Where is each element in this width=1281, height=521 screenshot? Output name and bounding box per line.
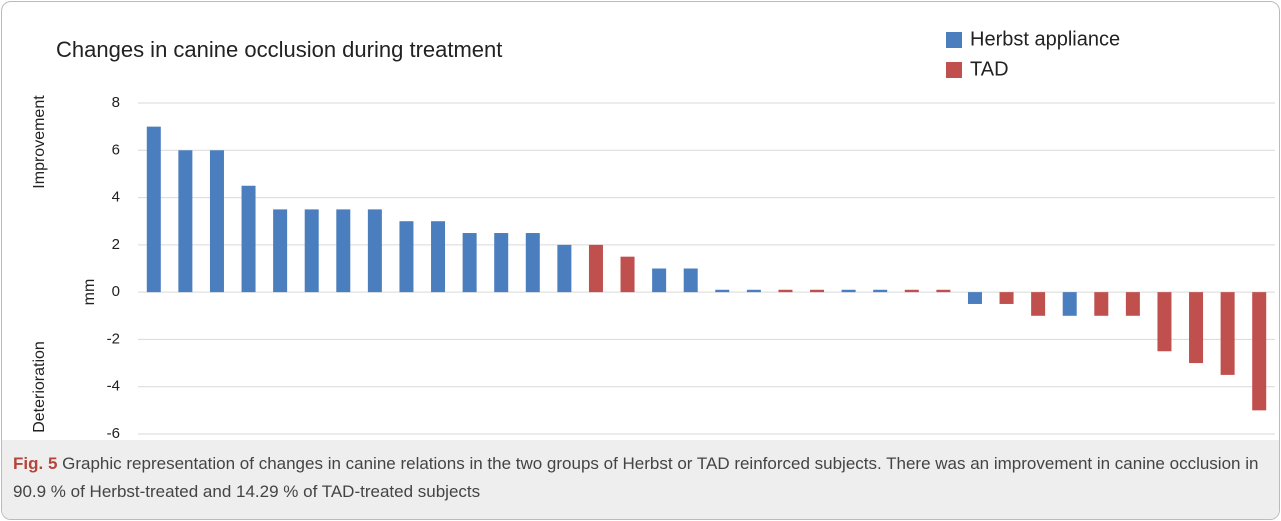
- bar: [494, 233, 509, 293]
- bar: [1252, 292, 1267, 411]
- legend-label: TAD: [970, 58, 1009, 80]
- y-tick-label: 4: [112, 189, 120, 206]
- bar: [557, 244, 572, 293]
- bar: [778, 289, 793, 293]
- bar: [810, 289, 825, 293]
- y-tick-label: -2: [107, 330, 120, 347]
- bar: [1062, 292, 1077, 316]
- legend-swatch: [946, 32, 962, 48]
- bar: [999, 292, 1014, 304]
- bar: [1031, 292, 1046, 316]
- y-tick-label: -4: [107, 378, 120, 395]
- bar: [715, 289, 730, 293]
- y-tick-label: 0: [112, 283, 120, 300]
- bar: [841, 289, 856, 293]
- bar: [873, 289, 888, 293]
- bar: [967, 292, 982, 304]
- bar: [273, 209, 288, 293]
- bar: [178, 150, 193, 293]
- y-tick-label: -6: [107, 425, 120, 440]
- bar: [936, 289, 951, 293]
- bar: [525, 233, 540, 293]
- bar: [1125, 292, 1140, 316]
- bar: [399, 221, 414, 293]
- annotation: Deterioration: [31, 341, 48, 433]
- bar: [1189, 292, 1204, 364]
- y-tick-label: 6: [112, 141, 120, 158]
- bar: [620, 256, 635, 293]
- bar: [462, 233, 477, 293]
- bar: [1094, 292, 1109, 316]
- bar: [146, 126, 161, 293]
- chart-title: Changes in canine occlusion during treat…: [56, 37, 502, 62]
- caption-body: Graphic representation of changes in can…: [13, 454, 1259, 501]
- y-tick-label: 2: [112, 236, 120, 253]
- legend-swatch: [946, 62, 962, 78]
- caption-text: Fig. 5 Graphic representation of changes…: [2, 440, 1279, 506]
- chart: Changes in canine occlusion during treat…: [31, 28, 1275, 440]
- legend-label: Herbst appliance: [970, 28, 1120, 50]
- y-axis-label: mm: [81, 279, 98, 306]
- bar: [241, 185, 256, 293]
- y-tick-label: 8: [112, 94, 120, 111]
- bar: [683, 268, 698, 293]
- bar: [746, 289, 761, 293]
- bar: [652, 268, 667, 293]
- bar: [1220, 292, 1235, 375]
- bar: [588, 244, 603, 293]
- caption: Fig. 5 Graphic representation of changes…: [2, 440, 1279, 519]
- bar: [1157, 292, 1172, 352]
- bar: [209, 150, 224, 293]
- bar: [431, 221, 446, 293]
- caption-label: Fig. 5: [13, 454, 58, 473]
- bar: [336, 209, 351, 293]
- bar: [304, 209, 319, 293]
- bar: [367, 209, 382, 293]
- annotation: Improvement: [31, 95, 48, 189]
- bar: [904, 289, 919, 293]
